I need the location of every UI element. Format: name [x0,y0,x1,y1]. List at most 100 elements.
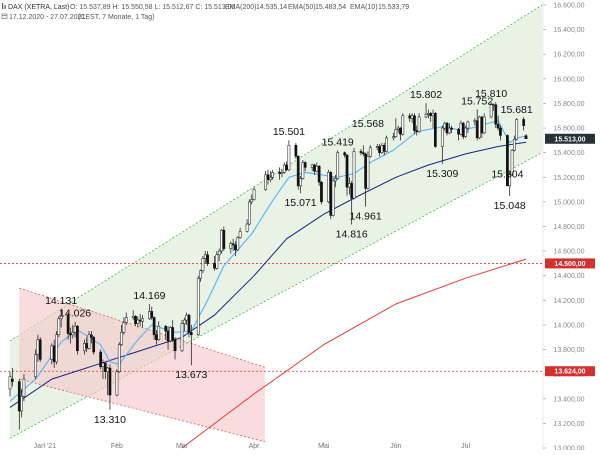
candle-body [122,322,126,333]
x-tick-label: Jan '21 [34,443,56,450]
candle-body [489,104,493,118]
x-tick-label: Mai [318,443,330,450]
candle-body [282,164,286,173]
candle-body [317,165,321,183]
candle-body [180,323,184,352]
candle-body [106,367,109,372]
candle-body [429,113,433,116]
candle-body [76,325,79,352]
candle-body [499,127,502,136]
candle-body [336,152,340,179]
y-tick-label: 15.800,00 [553,101,584,108]
y-tick-label: 14.400,00 [553,273,584,280]
candle-body [327,172,330,203]
candle-body [478,116,481,139]
y-tick-label: 15.600,00 [553,126,584,133]
candle-body [138,319,142,322]
last-price-label: 15.513,00 [554,136,585,143]
candle-body [73,325,77,333]
candle-body [508,174,512,187]
candle-body [494,104,498,125]
candle-body [506,135,509,187]
candle-body [459,122,463,135]
candle-body [266,174,270,180]
candle-body [417,116,421,132]
y-tick-label: 14.000,00 [553,322,584,329]
chart-overlays [9,4,543,443]
candle-body [480,116,484,134]
candle-body [299,178,302,187]
candle-body [310,164,314,168]
candle-body [427,113,430,115]
candle-body [313,164,316,172]
candle-body [447,127,451,134]
candle-body [280,172,284,174]
price-annotation: 14.816 [336,229,368,241]
candle-body [301,162,305,179]
candle-body [345,154,349,188]
candle-body [203,254,207,259]
candle-body [206,254,209,264]
candle-body [415,130,419,132]
price-annotation: 15.802 [410,89,442,101]
candle-body [378,146,381,153]
date-range: 17.12.2020 - 27.07.2021 [9,14,85,21]
y-tick-label: 14.800,00 [553,224,584,231]
candle-body [515,119,519,140]
candle-body [329,172,333,216]
candle-body [396,127,400,130]
candle-body [101,362,105,368]
candle-body [364,153,367,189]
candle-body [510,149,514,176]
candle-body [294,145,298,157]
candle-body [473,120,477,123]
candle-body [38,339,42,360]
candle-body [250,199,254,203]
candle-body [148,311,151,320]
candle-body [92,337,96,353]
candle-body [408,115,412,119]
x-tick-label: Jul [461,443,470,450]
candle-body [108,367,112,396]
candle-body [8,376,12,390]
candle-body [434,113,437,147]
horizontal-levels [0,263,543,372]
candle-body [222,229,226,249]
candle-body [331,180,335,216]
candle-body [213,263,216,269]
level-price-label: 13.624,00 [554,369,585,376]
candle-body [350,183,354,199]
price-annotation: 14.131 [45,295,77,307]
candle-body [368,147,372,157]
price-annotation: 14.961 [350,211,382,223]
symbol-label: DAX (XETRA, Last) [8,4,69,11]
candle-body [366,156,370,189]
candle-body [271,172,274,178]
candle-body [234,244,237,251]
y-tick-label: 15.000,00 [553,199,584,206]
candle-body [103,362,107,372]
y-axis: 13.000,0013.200,0013.400,0013.600,0013.8… [542,0,595,453]
candle-body [52,345,56,363]
candle-body [115,371,119,396]
candle-body [189,332,193,336]
price-annotation: 15.309 [426,168,458,180]
candle-body [196,277,200,336]
candle-body [352,151,356,199]
candle-body [343,152,347,156]
candle-body [359,151,363,153]
candle-body [382,145,386,152]
x-tick-label: Feb [111,443,123,450]
y-tick-label: 13.200,00 [553,421,584,428]
level-price-box [545,366,595,377]
price-annotation: 15.071 [284,197,316,209]
price-chart-icon [2,3,6,9]
candle-body [20,396,23,412]
candle-body [320,181,323,203]
candle-body [199,270,202,279]
candle-body [401,115,405,135]
y-tick-label: 14.200,00 [553,298,584,305]
candle-body [334,178,337,182]
candle-body [85,343,89,349]
y-tick-label: 15.400,00 [553,150,584,157]
